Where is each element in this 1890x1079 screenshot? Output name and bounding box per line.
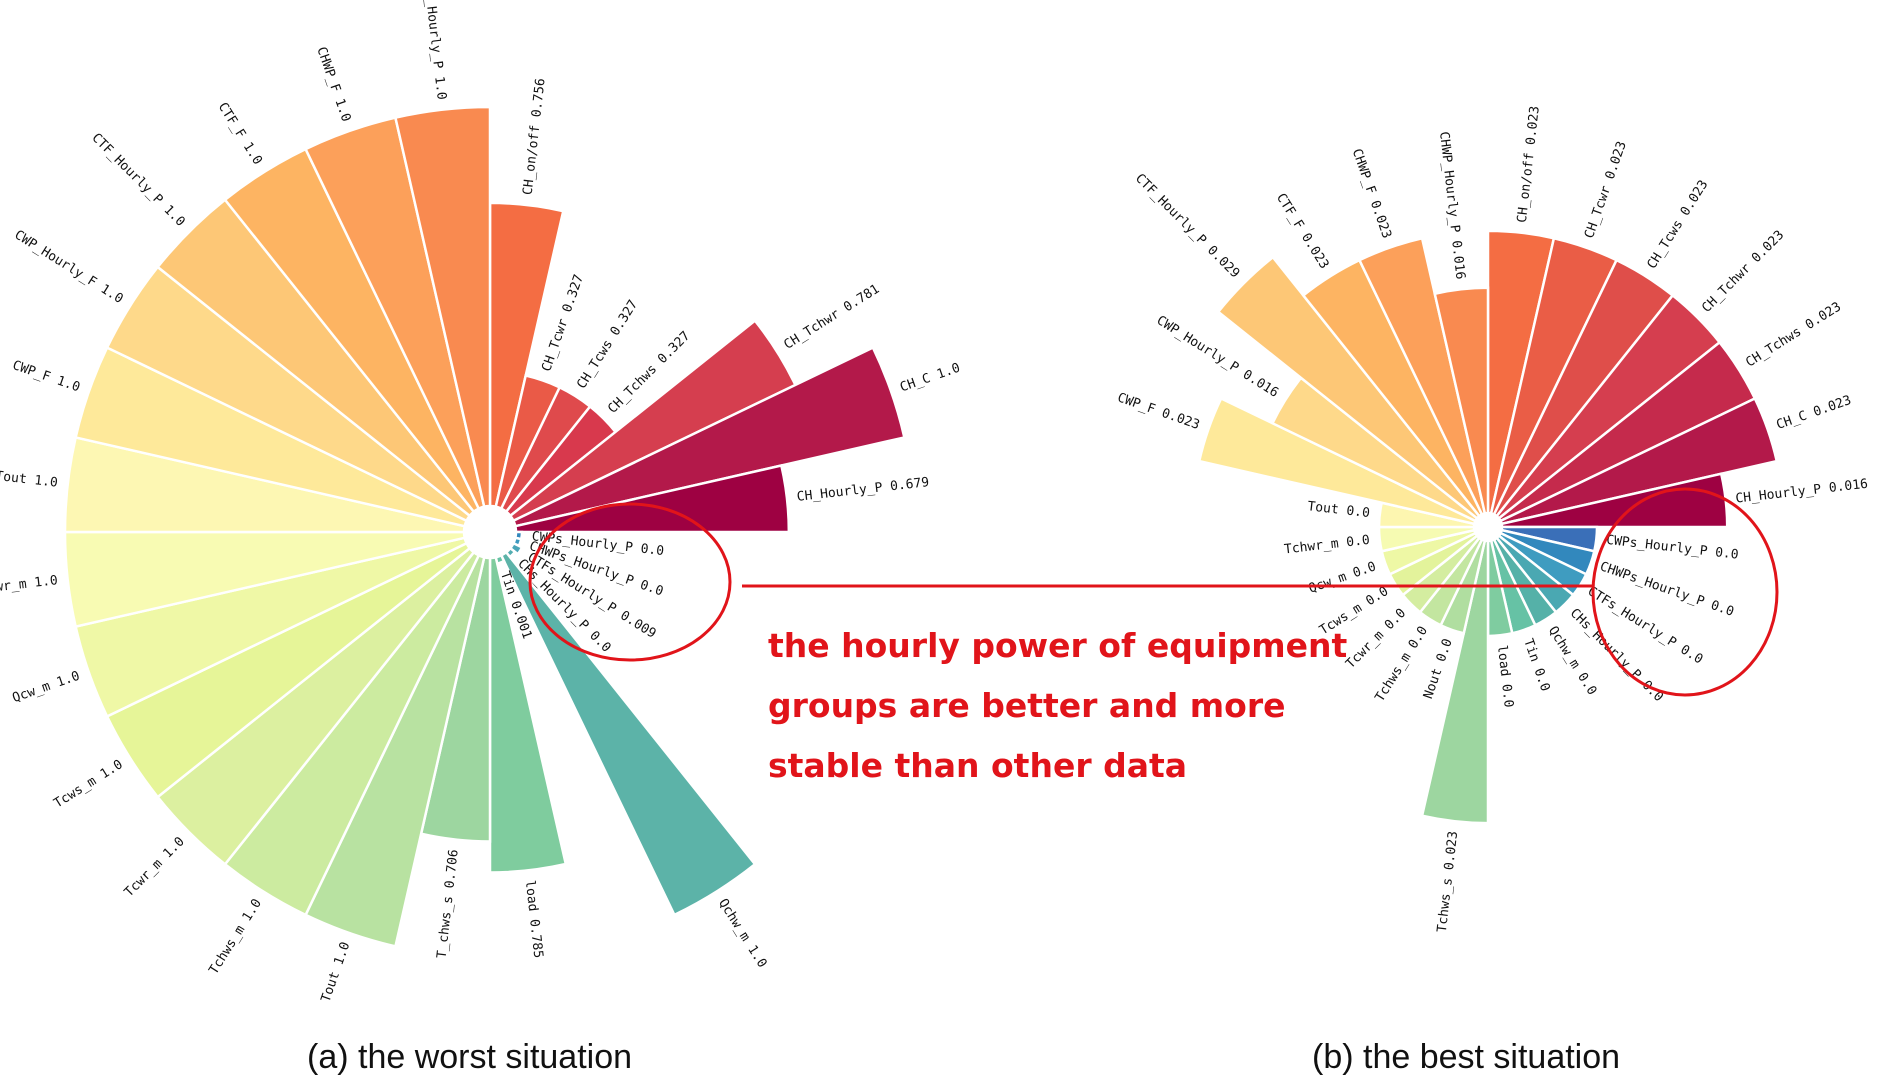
polar-label-1-13: load 0.0: [1494, 644, 1516, 708]
highlight-ellipse-worst: [528, 502, 732, 662]
polar-label-1-26: CHWP_F 0.023: [1349, 147, 1394, 241]
polar-bar-1-14: [1420, 539, 1490, 825]
polar-label-0-5: CH_C 1.0: [898, 361, 962, 396]
polar-label-1-12: Tin 0.0: [1520, 637, 1552, 694]
polar-label-1-20: Tchwr_m 0.0: [1283, 533, 1370, 558]
polar-bar-1-24: [1216, 255, 1482, 521]
polar-label-0-15: Tout 1.0: [319, 940, 354, 1004]
polar-bar-1-6: [1500, 472, 1729, 529]
polar-bar-0-9: [508, 541, 524, 556]
polar-bar-0-27: [393, 105, 492, 509]
polar-label-1-7: CWPs_Hourly_P 0.0: [1605, 533, 1739, 563]
polar-bar-0-0: [488, 201, 565, 509]
polar-label-0-16: Tchws_m 1.0: [206, 896, 265, 977]
polar-label-0-19: Qcw_m 1.0: [10, 669, 81, 706]
caption-worst: (a) the worst situation: [307, 1038, 632, 1076]
polar-label-0-24: CTF_Hourly_P 1.0: [89, 131, 188, 230]
polar-label-1-24: CTF_Hourly_P 0.029: [1132, 171, 1242, 281]
polar-label-0-20: Tchwr_m 1.0: [0, 573, 59, 598]
polar-label-1-21: Tout 0.0: [1307, 499, 1371, 521]
polar-label-0-4: CH_Tchwr 0.781: [781, 282, 882, 353]
polar-label-1-6: CH_Hourly_P 0.016: [1735, 477, 1869, 507]
polar-label-1-22: CWP_F 0.023: [1115, 390, 1201, 433]
polar-bar-1-5: [1498, 396, 1779, 526]
caption-best: (b) the best situation: [1312, 1038, 1620, 1076]
polar-label-1-19: Qcw_m 0.0: [1307, 559, 1378, 596]
polar-label-1-3: CH_Tchwr 0.023: [1699, 228, 1787, 316]
polar-bar-1-22: [1197, 396, 1478, 526]
polar-label-0-11: Qchw_m 1.0: [715, 896, 769, 970]
polar-label-0-25: CTF_F 1.0: [215, 100, 265, 168]
polar-label-0-17: Tcwr_m 1.0: [122, 834, 188, 900]
annotation-line-1: the hourly power of equipment: [768, 626, 1348, 665]
polar-label-1-27: CHWP_Hourly_P 0.016: [1436, 131, 1468, 280]
polar-label-1-0: CH_on/off 0.023: [1515, 105, 1543, 223]
annotation-line-2: groups are better and more: [768, 686, 1286, 725]
polar-bar-1-27: [1433, 286, 1490, 515]
polar-bar-0-13: [488, 555, 568, 874]
polar-label-0-6: CH_Hourly_P 0.679: [796, 475, 930, 505]
polar-label-0-26: CHWP_F 1.0: [313, 45, 353, 124]
polar-label-0-2: CH_Tcws 0.327: [574, 297, 641, 391]
polar-label-1-4: CH_Tchws 0.023: [1743, 299, 1844, 370]
polar-label-0-27: CHWP_Hourly_P 1.0: [419, 0, 449, 101]
polar-chart-best: CH_on/off 0.023 CH_Tcwr 0.023 CH_Tcws 0.02…: [1115, 105, 1868, 933]
annotation-line-3: stable than other data: [768, 746, 1187, 785]
polar-label-0-22: CWP_F 1.0: [10, 358, 81, 395]
polar-label-0-23: CWP_Hourly_F 1.0: [12, 228, 126, 307]
polar-label-0-21: Tout 1.0: [0, 469, 59, 491]
polar-bar-0-6: [513, 464, 791, 534]
polar-label-0-14: T_chws_s 0.706: [435, 849, 462, 960]
polar-label-0-13: load 0.785: [522, 879, 546, 958]
polar-bar-1-26: [1357, 236, 1487, 517]
polar-bar-0-5: [511, 345, 906, 528]
polar-label-1-1: CH_Tcwr 0.023: [1582, 139, 1630, 240]
polar-label-1-2: CH_Tcws 0.023: [1645, 178, 1712, 272]
polar-label-1-5: CH_C 0.023: [1775, 393, 1854, 433]
polar-label-0-0: CH_on/off 0.756: [521, 78, 549, 196]
polar-label-1-25: CTF_F 0.023: [1273, 191, 1332, 272]
polar-label-0-18: Tcws_m 1.0: [51, 757, 125, 811]
highlight-ellipse-best: [1591, 487, 1779, 697]
polar-label-1-14: Tchws_s 0.023: [1435, 830, 1461, 933]
polar-bar-0-11: [499, 550, 757, 917]
